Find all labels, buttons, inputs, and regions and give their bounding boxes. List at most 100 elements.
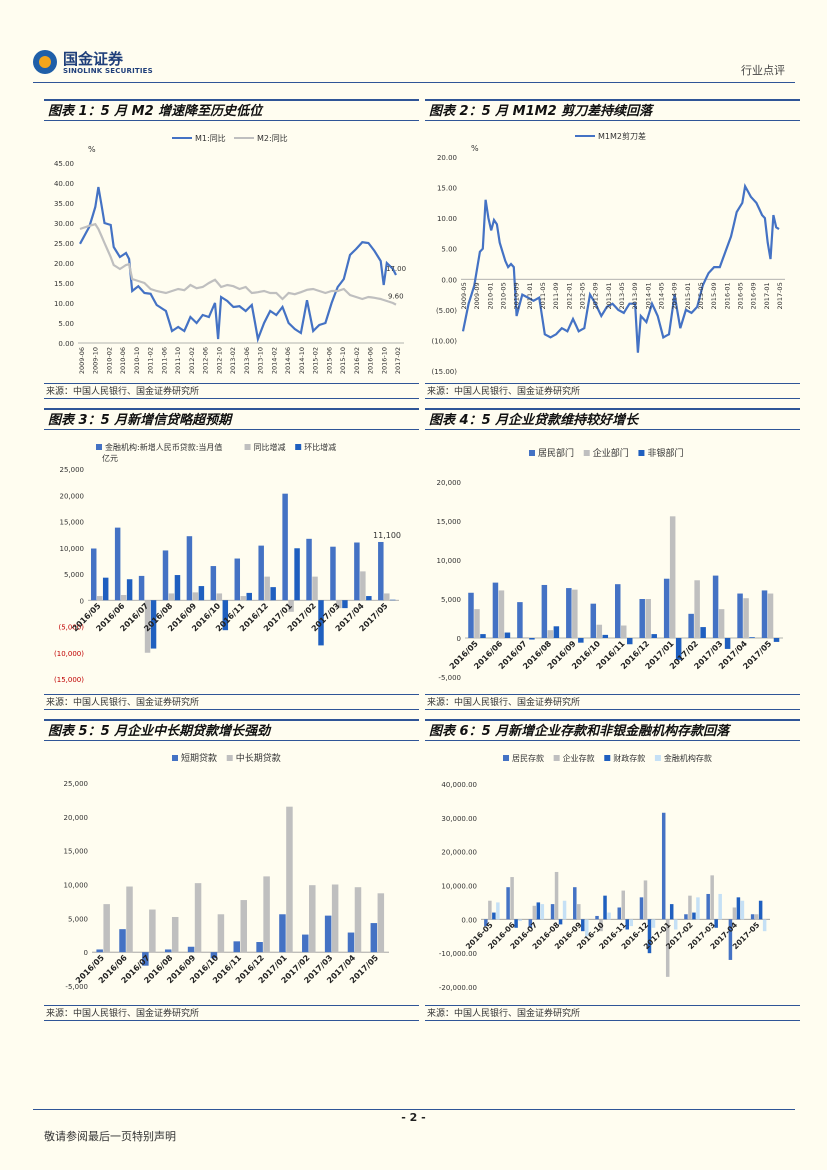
y-tick-label: -5,000 (438, 674, 461, 682)
bar (692, 912, 696, 920)
bar (186, 536, 193, 601)
bar (168, 593, 175, 601)
bar (246, 592, 252, 601)
bar (324, 915, 332, 953)
bar (484, 919, 488, 927)
bar (673, 919, 678, 930)
bar (554, 871, 559, 920)
bar (617, 907, 621, 920)
bar (607, 912, 611, 920)
x-tick-label: 2016-06 (367, 347, 375, 374)
bar (286, 806, 293, 953)
bar (736, 897, 741, 920)
y-tick-label: (5,000) (58, 624, 84, 632)
bar (767, 593, 774, 638)
legend-label: 金融机构:新增人民币贷款:当月值 (105, 442, 222, 452)
bar (688, 895, 692, 920)
logo-name-cn: 国金证券 (63, 50, 124, 68)
series-line-gap (461, 183, 780, 353)
bar (114, 527, 121, 601)
legend-label-gap: M1M2剪刀差 (598, 131, 646, 141)
bar (639, 599, 645, 638)
figure-panel-1: 图表 1：5 月 M2 增速降至历史低位 M1:同比 M2:同比% 0.00 5.00… (44, 99, 419, 399)
bar (573, 887, 577, 920)
logo-name-en: SINOLINK SECURITIES (63, 67, 153, 75)
bar (750, 914, 755, 920)
bar (523, 637, 529, 638)
bar (377, 893, 385, 953)
legend-swatch (553, 755, 560, 761)
bar (360, 571, 366, 601)
y-tick-label: 15.00 (54, 280, 74, 288)
y-tick-label: 10,000 (437, 557, 462, 565)
bar (504, 632, 511, 638)
bar (639, 897, 644, 920)
legend-swatch (172, 755, 178, 761)
y-tick-label: 5.00 (441, 246, 457, 254)
bar (370, 923, 378, 953)
y-tick-label: 20,000.00 (441, 849, 477, 857)
bar (625, 919, 629, 930)
bar (264, 576, 270, 601)
legend-swatch (503, 755, 509, 761)
bar (578, 638, 584, 643)
y-tick-label: (15,000) (54, 676, 84, 684)
x-tick-label: 2015-05 (697, 282, 705, 309)
page-number: - 2 - (401, 1111, 426, 1124)
x-tick-label: 2015-01 (684, 282, 692, 309)
x-tick-label: 2011-02 (147, 347, 155, 374)
y-tick-label: (10.00) (431, 337, 457, 345)
bar (566, 588, 572, 638)
x-tick-label: 2013-01 (605, 282, 613, 309)
y-tick-label: 0.00 (461, 916, 477, 924)
x-tick-label: 2016-10 (380, 347, 388, 374)
y-tick-label: 15,000 (60, 519, 85, 527)
y-tick-label: 0 (457, 635, 461, 643)
bar (602, 634, 609, 638)
y-tick-label: 10,000 (64, 882, 89, 890)
bar (696, 897, 700, 920)
bar-chart-deposits: 居民存款 企业存款 财政存款 金融机构存款 -20,000.00 -10,000.00 0.… (439, 753, 770, 992)
figure-title: 图表 1：5 月 M2 增速降至历史低位 (44, 99, 419, 121)
x-tick-label: 2009-09 (473, 282, 481, 309)
y-tick-label: 5,000 (64, 571, 84, 579)
document-type: 行业点评 (741, 64, 785, 77)
bar (706, 893, 710, 920)
bar (258, 545, 264, 601)
figure-panel-6: 图表 6：5 月新增企业存款和非银金融机构存款回落 居民存款 企业存款 财政存款 金融… (425, 719, 800, 1024)
bar (724, 638, 731, 649)
x-tick-label: 2016-09 (750, 282, 758, 309)
x-tick-label: 2009-05 (460, 282, 468, 309)
figure-title: 图表 3：5 月新增信贷略超预期 (44, 408, 419, 430)
bar (514, 919, 518, 928)
bar (210, 952, 218, 959)
unit-label: % (471, 144, 479, 153)
y-tick-label: (15.00) (431, 368, 457, 376)
bar (758, 900, 763, 920)
legend-swatch (604, 755, 611, 761)
y-tick-label: 45.00 (54, 160, 74, 168)
legend-swatch (295, 444, 302, 450)
bar (192, 592, 199, 601)
series-line-m1 (79, 186, 397, 344)
x-tick-label: 2011-06 (160, 347, 168, 374)
bar (761, 590, 768, 638)
bar (342, 600, 348, 609)
bar (663, 578, 670, 638)
y-tick-label: 25,000 (64, 780, 89, 788)
bar (312, 576, 318, 601)
x-tick-label: 2014-10 (298, 347, 306, 374)
bar (120, 595, 127, 601)
x-tick-label: 2013-10 (257, 347, 265, 374)
bar (174, 575, 181, 601)
y-tick-label: 30.00 (54, 220, 74, 228)
legend-label: 同比增减 (254, 442, 286, 452)
figure-title: 图表 4：5 月企业贷款维持较好增长 (425, 408, 800, 430)
y-tick-label: 15,000 (64, 848, 89, 856)
legend-swatch (96, 444, 102, 450)
y-tick-label: 10,000 (60, 545, 85, 553)
x-tick-label: 2009-10 (92, 347, 100, 374)
legend-label: 中长期贷款 (236, 752, 281, 764)
bar (732, 907, 737, 920)
